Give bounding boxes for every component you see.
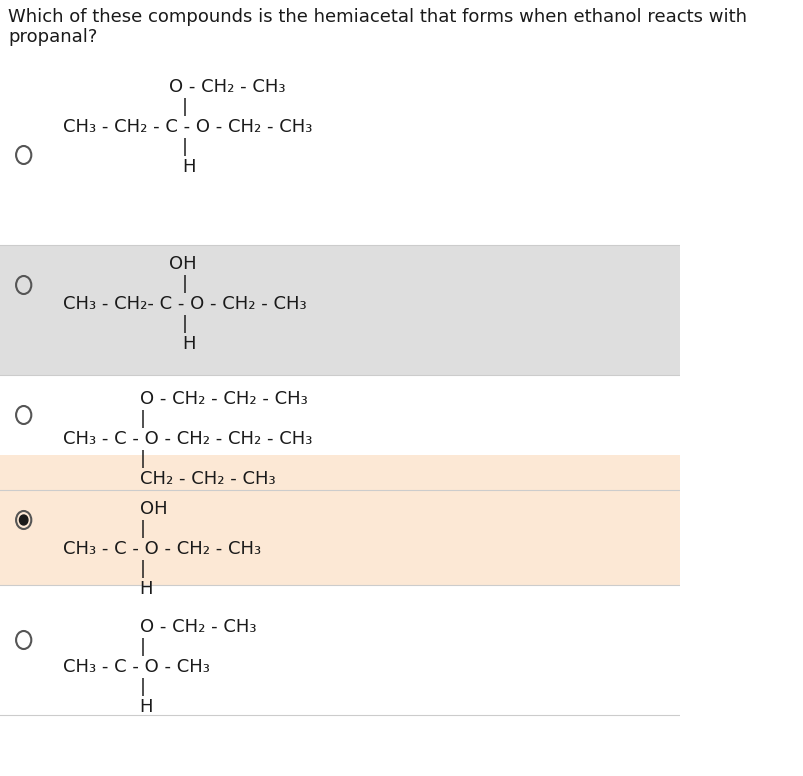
Text: H: H — [140, 580, 153, 598]
Text: |: | — [140, 450, 145, 468]
Text: |: | — [181, 275, 188, 293]
Text: O - CH₂ - CH₃: O - CH₂ - CH₃ — [169, 78, 285, 96]
Text: |: | — [140, 520, 145, 538]
Bar — [0, 245, 679, 375]
Text: CH₃ - CH₂- C - O - CH₂ - CH₃: CH₃ - CH₂- C - O - CH₂ - CH₃ — [63, 295, 307, 313]
Text: |: | — [140, 560, 145, 578]
Text: OH: OH — [169, 255, 197, 273]
Text: OH: OH — [140, 500, 167, 518]
Text: CH₃ - C - O - CH₂ - CH₃: CH₃ - C - O - CH₂ - CH₃ — [63, 540, 261, 558]
Text: |: | — [181, 138, 188, 156]
Text: Which of these compounds is the hemiacetal that forms when ethanol reacts with: Which of these compounds is the hemiacet… — [9, 8, 747, 26]
Text: |: | — [181, 315, 188, 333]
Bar — [0, 455, 679, 585]
Circle shape — [19, 515, 28, 525]
Text: H: H — [181, 158, 195, 176]
Text: |: | — [140, 678, 145, 696]
Text: propanal?: propanal? — [9, 28, 98, 46]
Text: |: | — [140, 410, 145, 428]
Text: O - CH₂ - CH₃: O - CH₂ - CH₃ — [140, 618, 256, 636]
Text: CH₃ - C - O - CH₂ - CH₂ - CH₃: CH₃ - C - O - CH₂ - CH₂ - CH₃ — [63, 430, 312, 448]
Text: O - CH₂ - CH₂ - CH₃: O - CH₂ - CH₂ - CH₃ — [140, 390, 307, 408]
Text: |: | — [140, 638, 145, 656]
Text: |: | — [181, 98, 188, 116]
Text: CH₃ - C - O - CH₃: CH₃ - C - O - CH₃ — [63, 658, 210, 676]
Text: H: H — [140, 698, 153, 716]
Text: H: H — [181, 335, 195, 353]
Text: CH₃ - CH₂ - C - O - CH₂ - CH₃: CH₃ - CH₂ - C - O - CH₂ - CH₃ — [63, 118, 312, 136]
Text: CH₂ - CH₂ - CH₃: CH₂ - CH₂ - CH₃ — [140, 470, 275, 488]
